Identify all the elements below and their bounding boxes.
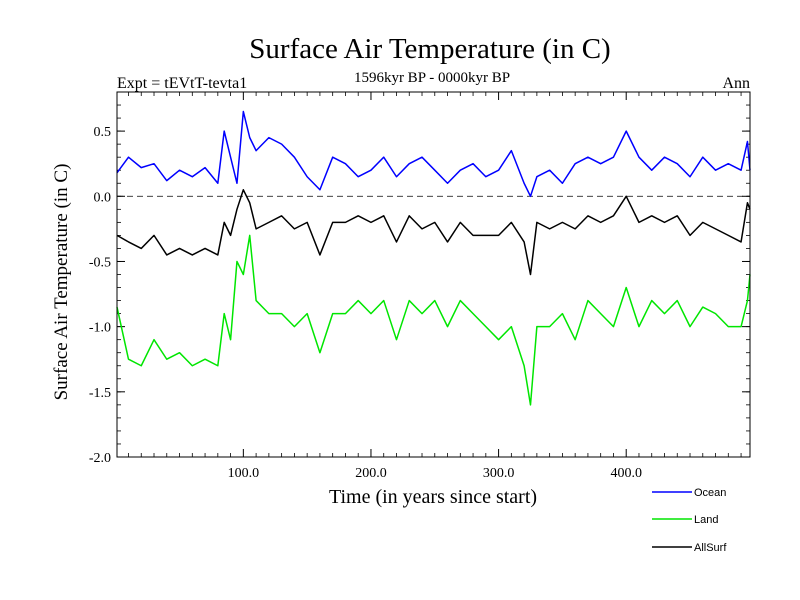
y-tick-label: 0.5 bbox=[94, 125, 112, 140]
series-layer bbox=[116, 110, 751, 406]
y-tick-label: -2.0 bbox=[89, 451, 111, 466]
x-tick-label: 200.0 bbox=[355, 466, 387, 481]
y-tick-label: -0.5 bbox=[89, 255, 111, 270]
x-tick-label: 100.0 bbox=[228, 466, 260, 481]
season-label: Ann bbox=[722, 75, 750, 92]
experiment-label: Expt = tEVtT-tevta1 bbox=[117, 75, 247, 92]
x-tick-label: 300.0 bbox=[483, 466, 515, 481]
y-axis-label: Surface Air Temperature (in C) bbox=[51, 164, 72, 401]
ticks-layer: 100.0 200.0 300.0 400.0 0.5 0.0 -0.5 -1.0 -1.5 -2… bbox=[89, 91, 750, 481]
y-tick-label: 0.0 bbox=[94, 190, 112, 205]
y-tick-label: -1.5 bbox=[89, 386, 111, 401]
chart-subtitle: 1596kyr BP - 0000kyr BP bbox=[354, 70, 510, 86]
legend-label-land: Land bbox=[694, 514, 718, 526]
y-tick-label: -1.0 bbox=[89, 321, 111, 336]
chart-title: Surface Air Temperature (in C) bbox=[249, 33, 610, 65]
x-tick-label: 400.0 bbox=[610, 466, 642, 481]
series-line-land bbox=[116, 234, 751, 406]
legend: Ocean Land AllSurf bbox=[652, 487, 727, 554]
legend-label-allsurf: AllSurf bbox=[694, 542, 727, 554]
x-axis-label: Time (in years since start) bbox=[329, 486, 537, 508]
legend-label-ocean: Ocean bbox=[694, 487, 726, 499]
series-line-ocean bbox=[116, 110, 751, 198]
plot-frame bbox=[116, 91, 751, 458]
series-line-allsurf bbox=[116, 189, 751, 276]
